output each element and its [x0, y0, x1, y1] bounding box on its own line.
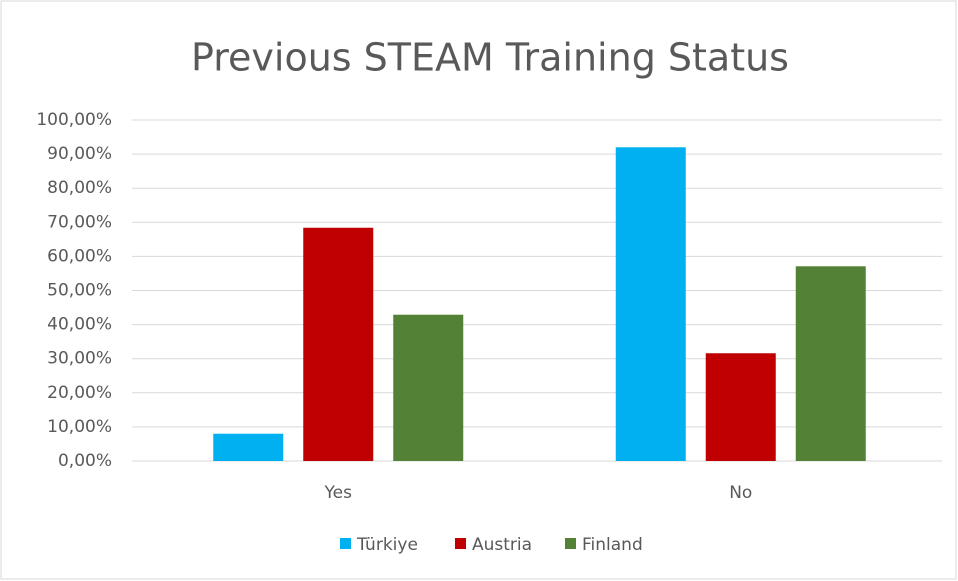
bar [615, 147, 686, 461]
y-tick-label: 50,00% [47, 281, 112, 301]
y-tick-label: 20,00% [47, 383, 112, 403]
y-tick-label: 80,00% [47, 178, 112, 198]
y-tick-label: 10,00% [47, 417, 112, 437]
y-tick-label: 40,00% [47, 315, 112, 335]
bar [393, 314, 464, 461]
x-tick-label: No [729, 483, 752, 503]
y-tick-label: 0,00% [58, 451, 112, 471]
legend-label: Austria [472, 535, 532, 555]
y-tick-label: 70,00% [47, 212, 112, 232]
x-tick-label: Yes [324, 483, 353, 503]
y-tick-label: 90,00% [47, 144, 112, 164]
y-tick-label: 30,00% [47, 349, 112, 369]
legend-swatch [455, 538, 466, 549]
y-tick-label: 60,00% [47, 246, 112, 266]
y-tick-label: 100,00% [36, 110, 112, 130]
bar [795, 266, 866, 461]
bar [705, 353, 776, 461]
legend-swatch [565, 538, 576, 549]
bar [213, 433, 284, 461]
legend-label: Finland [582, 535, 643, 555]
legend-label: Türkiye [356, 535, 418, 555]
bar [303, 227, 374, 461]
chart-title: Previous STEAM Training Status [191, 36, 789, 80]
legend-swatch [340, 538, 351, 549]
